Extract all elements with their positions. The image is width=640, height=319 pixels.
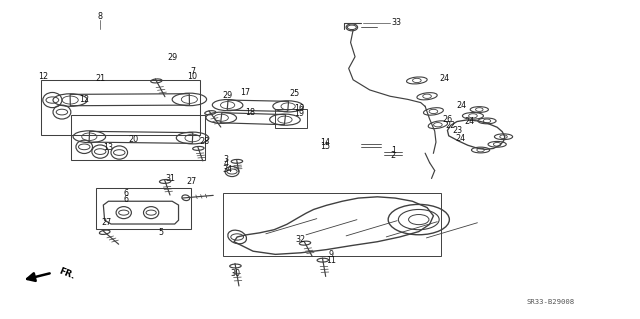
Text: 9: 9 xyxy=(329,250,334,259)
Text: 28: 28 xyxy=(199,137,209,146)
Text: 10: 10 xyxy=(188,72,198,81)
Text: 33: 33 xyxy=(392,19,401,27)
Text: 14: 14 xyxy=(320,137,330,147)
Text: 22: 22 xyxy=(445,121,456,130)
Text: 23: 23 xyxy=(452,126,462,135)
Text: 27: 27 xyxy=(101,218,111,226)
Text: 25: 25 xyxy=(289,89,300,98)
Text: 21: 21 xyxy=(95,74,105,83)
Text: 4: 4 xyxy=(223,159,228,168)
Text: 17: 17 xyxy=(240,88,250,97)
Text: 13: 13 xyxy=(104,143,113,152)
Text: 15: 15 xyxy=(320,142,330,151)
Text: 29: 29 xyxy=(167,53,177,62)
Text: 24: 24 xyxy=(456,100,467,110)
Text: 6: 6 xyxy=(123,189,128,198)
Text: FR.: FR. xyxy=(58,267,76,281)
Text: 34: 34 xyxy=(223,165,232,174)
Text: 27: 27 xyxy=(186,176,196,186)
Text: 32: 32 xyxy=(296,235,306,244)
Text: 30: 30 xyxy=(231,270,241,278)
Text: 24: 24 xyxy=(465,117,475,126)
Text: 11: 11 xyxy=(326,256,337,264)
Text: 20: 20 xyxy=(129,135,139,145)
Text: 7: 7 xyxy=(190,67,195,76)
Text: 3: 3 xyxy=(223,155,228,164)
Text: 24: 24 xyxy=(439,74,449,83)
Text: 2: 2 xyxy=(390,151,396,160)
Text: 24: 24 xyxy=(455,134,465,144)
Text: SR33-B29008: SR33-B29008 xyxy=(527,300,575,305)
Text: 12: 12 xyxy=(38,72,48,81)
Text: 29: 29 xyxy=(223,91,233,100)
Text: 31: 31 xyxy=(165,174,175,183)
Text: 19: 19 xyxy=(294,109,305,118)
Text: 16: 16 xyxy=(294,104,305,113)
Text: 18: 18 xyxy=(245,108,255,117)
Text: 6: 6 xyxy=(123,196,128,204)
Text: 5: 5 xyxy=(158,228,163,237)
Text: 8: 8 xyxy=(98,12,102,21)
Text: 26: 26 xyxy=(442,115,452,123)
Text: 12: 12 xyxy=(79,95,90,104)
Text: 1: 1 xyxy=(391,146,396,155)
